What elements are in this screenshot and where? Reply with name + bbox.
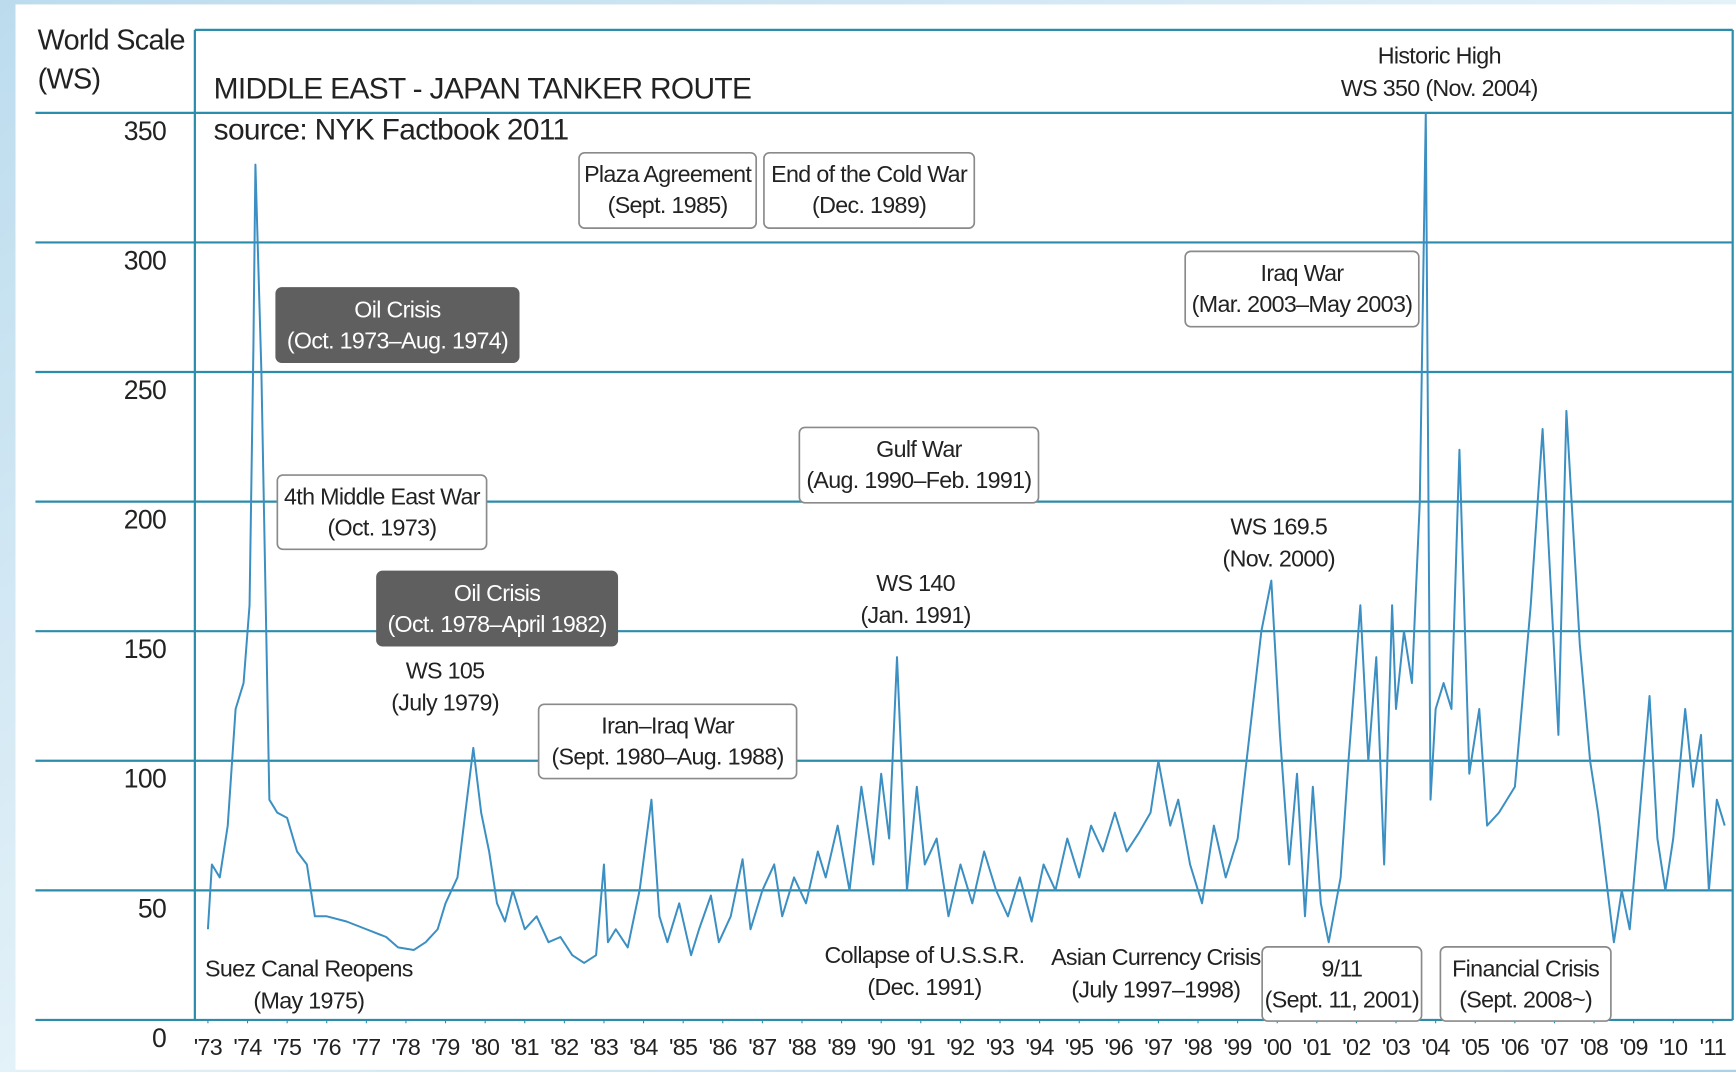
annotation-text: (Dec. 1991)	[867, 974, 981, 1000]
annotation-text: 4th Middle East War	[284, 483, 481, 509]
x-tick-label: '82	[550, 1034, 578, 1060]
annotation-text: Gulf War	[876, 436, 962, 462]
x-tick-label: '00	[1263, 1034, 1292, 1060]
x-tick-label: '83	[590, 1034, 618, 1060]
annotation-text: (Sept. 1985)	[608, 192, 728, 218]
x-tick-label: '90	[867, 1034, 896, 1060]
y-tick-label: 250	[124, 375, 166, 405]
annotation-box	[798, 426, 1040, 504]
annotation-text: 9/11	[1321, 955, 1362, 981]
annotation-text: WS 140	[876, 570, 955, 596]
x-tick-label: '05	[1461, 1034, 1489, 1060]
annotation-text: (Dec. 1989)	[812, 192, 926, 218]
x-tick-label: '10	[1659, 1034, 1688, 1060]
x-tick-label: '96	[1105, 1034, 1133, 1060]
x-tick-label: '75	[273, 1034, 301, 1060]
x-tick-label: '73	[194, 1034, 222, 1060]
x-tick-label: '02	[1342, 1034, 1370, 1060]
chart-subtitle: source: NYK Factbook 2011	[214, 114, 569, 147]
y-tick-label: 0	[152, 1023, 166, 1053]
y-tick-label: 100	[124, 764, 166, 794]
annotation-box	[763, 151, 976, 229]
annotation-text: WS 105	[406, 657, 485, 683]
annotation-box	[578, 151, 758, 229]
annotation-box	[376, 570, 619, 647]
annotation-text: Oil Crisis	[354, 296, 440, 322]
x-tick-label: '77	[352, 1034, 380, 1060]
annotation-text: WS 350 (Nov. 2004)	[1341, 75, 1538, 101]
x-tick-label: '88	[788, 1034, 816, 1060]
annotation-box	[537, 703, 798, 780]
x-tick-label: '74	[233, 1034, 262, 1060]
annotation-text: (July 1979)	[391, 689, 499, 715]
data-line	[206, 111, 1726, 964]
y-axis-label: (WS)	[38, 63, 101, 95]
annotation-text: (Sept. 2008~)	[1459, 986, 1592, 1012]
x-tick-label: '11	[1700, 1034, 1727, 1060]
annotation-box	[1184, 250, 1420, 328]
annotation-text: (Nov. 2000)	[1223, 546, 1335, 572]
x-tick-label: '09	[1620, 1034, 1648, 1060]
annotation-text: (Oct. 1973–Aug. 1974)	[287, 327, 508, 353]
annotation-text: (Mar. 2003–May 2003)	[1192, 291, 1413, 317]
annotation-text: (Aug. 1990–Feb. 1991)	[806, 467, 1031, 493]
x-tick-label: '86	[709, 1034, 737, 1060]
annotation-text: Historic High	[1378, 43, 1501, 69]
x-tick-label: '92	[946, 1034, 974, 1060]
annotation-box	[1261, 946, 1423, 1022]
annotation-text: (July 1997–1998)	[1071, 976, 1240, 1002]
x-tick-label: '85	[669, 1034, 697, 1060]
annotation-text: Asian Currency Crisis	[1051, 944, 1261, 970]
x-tick-label: '89	[827, 1034, 855, 1060]
x-tick-label: '84	[629, 1034, 658, 1060]
x-tick-label: '98	[1184, 1034, 1212, 1060]
y-tick-label: 350	[124, 116, 166, 146]
y-tick-label: 50	[138, 893, 166, 923]
y-tick-label: 200	[124, 505, 166, 535]
x-tick-label: '04	[1421, 1034, 1450, 1060]
annotation-text: Collapse of U.S.S.R.	[825, 942, 1025, 968]
x-tick-label: '08	[1580, 1034, 1608, 1060]
annotation-box	[275, 287, 520, 363]
annotation-text: WS 169.5	[1230, 513, 1327, 539]
x-tick-label: '76	[313, 1034, 341, 1060]
annotation-box	[276, 474, 488, 551]
x-tick-label: '97	[1144, 1034, 1172, 1060]
annotation-text: (May 1975)	[253, 987, 364, 1013]
annotation-text: (Sept. 1980–Aug. 1988)	[551, 744, 783, 770]
annotation-text: (Oct. 1973)	[327, 514, 436, 540]
y-tick-label: 300	[124, 245, 166, 275]
x-tick-label: '87	[748, 1034, 776, 1060]
annotation-text: End of the Cold War	[771, 161, 968, 187]
chart-title: MIDDLE EAST - JAPAN TANKER ROUTE	[214, 73, 752, 106]
annotation-text: Suez Canal Reopens	[205, 955, 413, 981]
x-tick-label: '91	[907, 1034, 935, 1060]
x-tick-label: '80	[471, 1034, 500, 1060]
x-tick-label: '01	[1303, 1034, 1331, 1060]
x-tick-label: '94	[1025, 1034, 1054, 1060]
annotation-text: (Jan. 1991)	[860, 602, 970, 628]
annotation-text: Iran–Iraq War	[601, 713, 735, 739]
x-tick-label: '79	[431, 1034, 459, 1060]
annotation-text: (Sept. 11, 2001)	[1265, 986, 1419, 1012]
annotation-box	[1439, 946, 1612, 1022]
annotation-text: (Oct. 1978–April 1982)	[387, 611, 606, 637]
annotation-text: Financial Crisis	[1452, 955, 1599, 981]
annotation-text: Oil Crisis	[454, 580, 540, 606]
x-tick-label: '03	[1382, 1034, 1410, 1060]
annotation-text: Plaza Agreement	[584, 161, 752, 187]
x-tick-label: '81	[511, 1034, 539, 1060]
x-tick-label: '06	[1501, 1034, 1529, 1060]
y-axis-label: World Scale	[38, 25, 185, 57]
x-tick-label: '07	[1540, 1034, 1568, 1060]
x-tick-label: '93	[986, 1034, 1014, 1060]
x-tick-label: '99	[1223, 1034, 1251, 1060]
x-tick-label: '95	[1065, 1034, 1093, 1060]
annotation-text: Iraq War	[1261, 260, 1345, 286]
x-tick-label: '78	[392, 1034, 420, 1060]
y-tick-label: 150	[124, 634, 166, 664]
